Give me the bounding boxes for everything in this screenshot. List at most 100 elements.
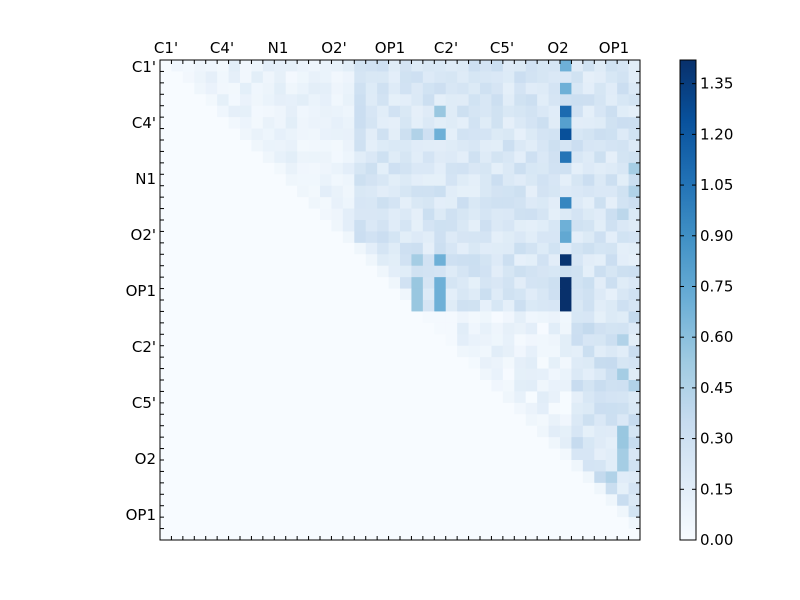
heatmap-cell xyxy=(548,471,561,484)
heatmap-cell xyxy=(548,380,561,392)
heatmap-cell xyxy=(297,391,310,404)
heatmap-cell xyxy=(297,414,310,427)
heatmap-cell xyxy=(308,254,321,267)
heatmap-cell xyxy=(457,231,470,244)
heatmap-cell xyxy=(297,517,310,530)
heatmap-cell xyxy=(182,368,195,381)
heatmap-cell xyxy=(514,494,527,507)
heatmap-cell xyxy=(537,117,550,130)
heatmap-cell xyxy=(525,402,538,415)
heatmap-cell xyxy=(434,505,447,518)
heatmap-cell xyxy=(411,482,424,495)
heatmap-cell xyxy=(217,425,230,438)
heatmap-cell xyxy=(297,368,310,381)
heatmap-cell xyxy=(182,94,195,107)
heatmap-cell xyxy=(194,288,207,301)
heatmap-cell xyxy=(594,528,607,541)
heatmap-cell xyxy=(502,345,515,358)
heatmap-cell xyxy=(457,277,470,290)
heatmap-cell xyxy=(457,460,470,472)
heatmap-cell xyxy=(354,311,367,324)
heatmap-cell xyxy=(525,105,538,118)
heatmap-cell xyxy=(617,494,630,507)
heatmap-cell xyxy=(491,414,504,427)
heatmap-cell xyxy=(548,60,561,72)
heatmap-cell xyxy=(411,357,424,370)
heatmap-cell xyxy=(228,311,241,324)
heatmap-cell xyxy=(262,425,275,438)
heatmap-cell xyxy=(285,185,298,198)
heatmap-cell xyxy=(400,151,412,164)
heatmap-cell xyxy=(560,528,572,541)
heatmap-cell xyxy=(285,300,298,312)
heatmap-cell xyxy=(617,60,630,72)
heatmap-cell xyxy=(182,242,195,255)
heatmap-cell xyxy=(628,185,641,198)
heatmap-cell xyxy=(160,105,172,118)
heatmap-cell xyxy=(320,82,332,95)
heatmap-cell xyxy=(537,528,550,541)
heatmap-cell xyxy=(628,208,641,221)
heatmap-cell xyxy=(331,334,344,347)
heatmap-cell xyxy=(194,482,207,495)
heatmap-cell xyxy=(217,505,230,518)
heatmap-cell xyxy=(171,220,184,232)
heatmap-cell xyxy=(320,311,332,324)
heatmap-cell xyxy=(457,528,470,541)
heatmap-cell xyxy=(548,174,561,187)
heatmap-cell xyxy=(537,128,550,141)
heatmap-cell xyxy=(605,482,618,495)
heatmap-cell xyxy=(434,117,447,130)
heatmap-cell xyxy=(308,220,321,232)
heatmap-cell xyxy=(240,105,252,118)
heatmap-cell xyxy=(400,391,412,404)
heatmap-cell xyxy=(365,322,378,335)
heatmap-cell xyxy=(491,368,504,381)
heatmap-cell xyxy=(480,505,492,518)
heatmap-cell xyxy=(594,208,607,221)
heatmap-cell xyxy=(605,151,618,164)
heatmap-cell xyxy=(457,208,470,221)
heatmap-cell xyxy=(605,380,618,392)
heatmap-cell xyxy=(217,460,230,472)
heatmap-cell xyxy=(434,288,447,301)
heatmap-cell xyxy=(365,357,378,370)
heatmap-cell xyxy=(354,322,367,335)
heatmap-cell xyxy=(571,174,584,187)
heatmap-cell xyxy=(297,71,310,84)
heatmap-cell xyxy=(182,140,195,152)
heatmap-cell xyxy=(514,414,527,427)
heatmap-cell xyxy=(617,300,630,312)
heatmap-cell xyxy=(308,231,321,244)
heatmap-cell xyxy=(468,140,481,152)
heatmap-cell xyxy=(582,482,595,495)
heatmap-cell xyxy=(411,208,424,221)
heatmap-cell xyxy=(445,471,458,484)
heatmap-cell xyxy=(514,94,527,107)
heatmap-cell xyxy=(365,277,378,290)
heatmap-cell xyxy=(514,425,527,438)
heatmap-cell xyxy=(411,277,424,290)
heatmap-cell xyxy=(262,414,275,427)
heatmap-cell xyxy=(411,288,424,301)
heatmap-cell xyxy=(377,494,390,507)
heatmap-cell xyxy=(354,220,367,232)
heatmap-cell xyxy=(285,414,298,427)
heatmap-cell xyxy=(388,357,401,370)
heatmap-cell xyxy=(628,414,641,427)
heatmap-cell xyxy=(388,517,401,530)
heatmap-cell xyxy=(377,71,390,84)
heatmap-cell xyxy=(194,185,207,198)
heatmap-cell xyxy=(262,288,275,301)
heatmap-cell xyxy=(331,345,344,358)
heatmap-cell xyxy=(537,220,550,232)
heatmap-cell xyxy=(434,185,447,198)
heatmap-cell xyxy=(605,505,618,518)
heatmap-cell xyxy=(354,162,367,175)
heatmap-cell xyxy=(560,460,572,472)
heatmap-cell xyxy=(605,117,618,130)
heatmap-cell xyxy=(342,231,355,244)
heatmap-cell xyxy=(628,265,641,278)
heatmap-cell xyxy=(514,128,527,141)
heatmap-cell xyxy=(560,368,572,381)
